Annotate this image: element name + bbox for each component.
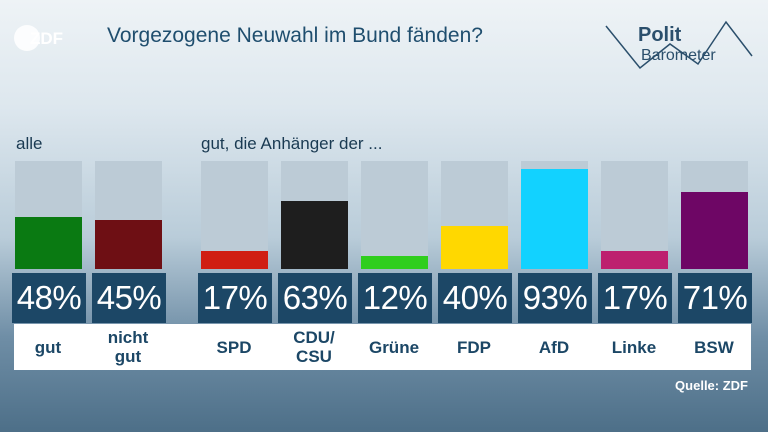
- category-label: CDU/ CSU: [293, 328, 335, 366]
- bar: [361, 256, 428, 269]
- bar: [601, 250, 668, 269]
- value-label: 17%: [598, 273, 672, 323]
- value-label: 45%: [92, 273, 166, 323]
- category-label: FDP: [457, 337, 491, 357]
- source-note: Quelle: ZDF: [675, 378, 748, 393]
- bar-track: [521, 161, 588, 269]
- bar: [95, 220, 162, 269]
- category-label: nicht gut: [107, 328, 149, 366]
- section-label-all: alle: [16, 134, 43, 153]
- bar-track: [201, 161, 268, 269]
- category-label: BSW: [694, 337, 734, 357]
- zdf-logo-text: ZDF: [30, 29, 63, 48]
- bar: [281, 200, 348, 269]
- value-label: 71%: [678, 273, 752, 323]
- brand-barometer: Barometer: [641, 47, 716, 64]
- value-label: 17%: [198, 273, 272, 323]
- category-label: Grüne: [368, 337, 420, 357]
- category-label: AfD: [538, 337, 570, 357]
- bar-track: [601, 161, 668, 269]
- chart-title: Vorgezogene Neuwahl im Bund fänden?: [107, 24, 483, 47]
- value-label: 93%: [518, 273, 592, 323]
- bar-track: [361, 161, 428, 269]
- bar-track: [441, 161, 508, 269]
- category-label: Linke: [611, 337, 657, 357]
- bar-track: [681, 161, 748, 269]
- category-label: SPD: [216, 337, 252, 357]
- bar: [441, 225, 508, 269]
- brand-polit: Polit: [638, 24, 682, 46]
- category-label-strip: [14, 324, 751, 370]
- value-label: 40%: [438, 273, 512, 323]
- bar: [201, 250, 268, 269]
- value-label: 48%: [12, 273, 86, 323]
- bar-track: [95, 161, 162, 269]
- zdf-logo: ZDF: [14, 23, 76, 53]
- bar: [521, 168, 588, 269]
- bar: [681, 192, 748, 269]
- section-label-parties: gut, die Anhänger der ...: [201, 134, 383, 153]
- bar-track: [281, 161, 348, 269]
- bar: [15, 217, 82, 269]
- politbarometer-logo: [600, 12, 760, 74]
- value-label: 63%: [278, 273, 352, 323]
- value-label: 12%: [358, 273, 432, 323]
- bar-track: [15, 161, 82, 269]
- category-label: gut: [34, 337, 62, 357]
- logo-zigzag-line: [605, 20, 753, 70]
